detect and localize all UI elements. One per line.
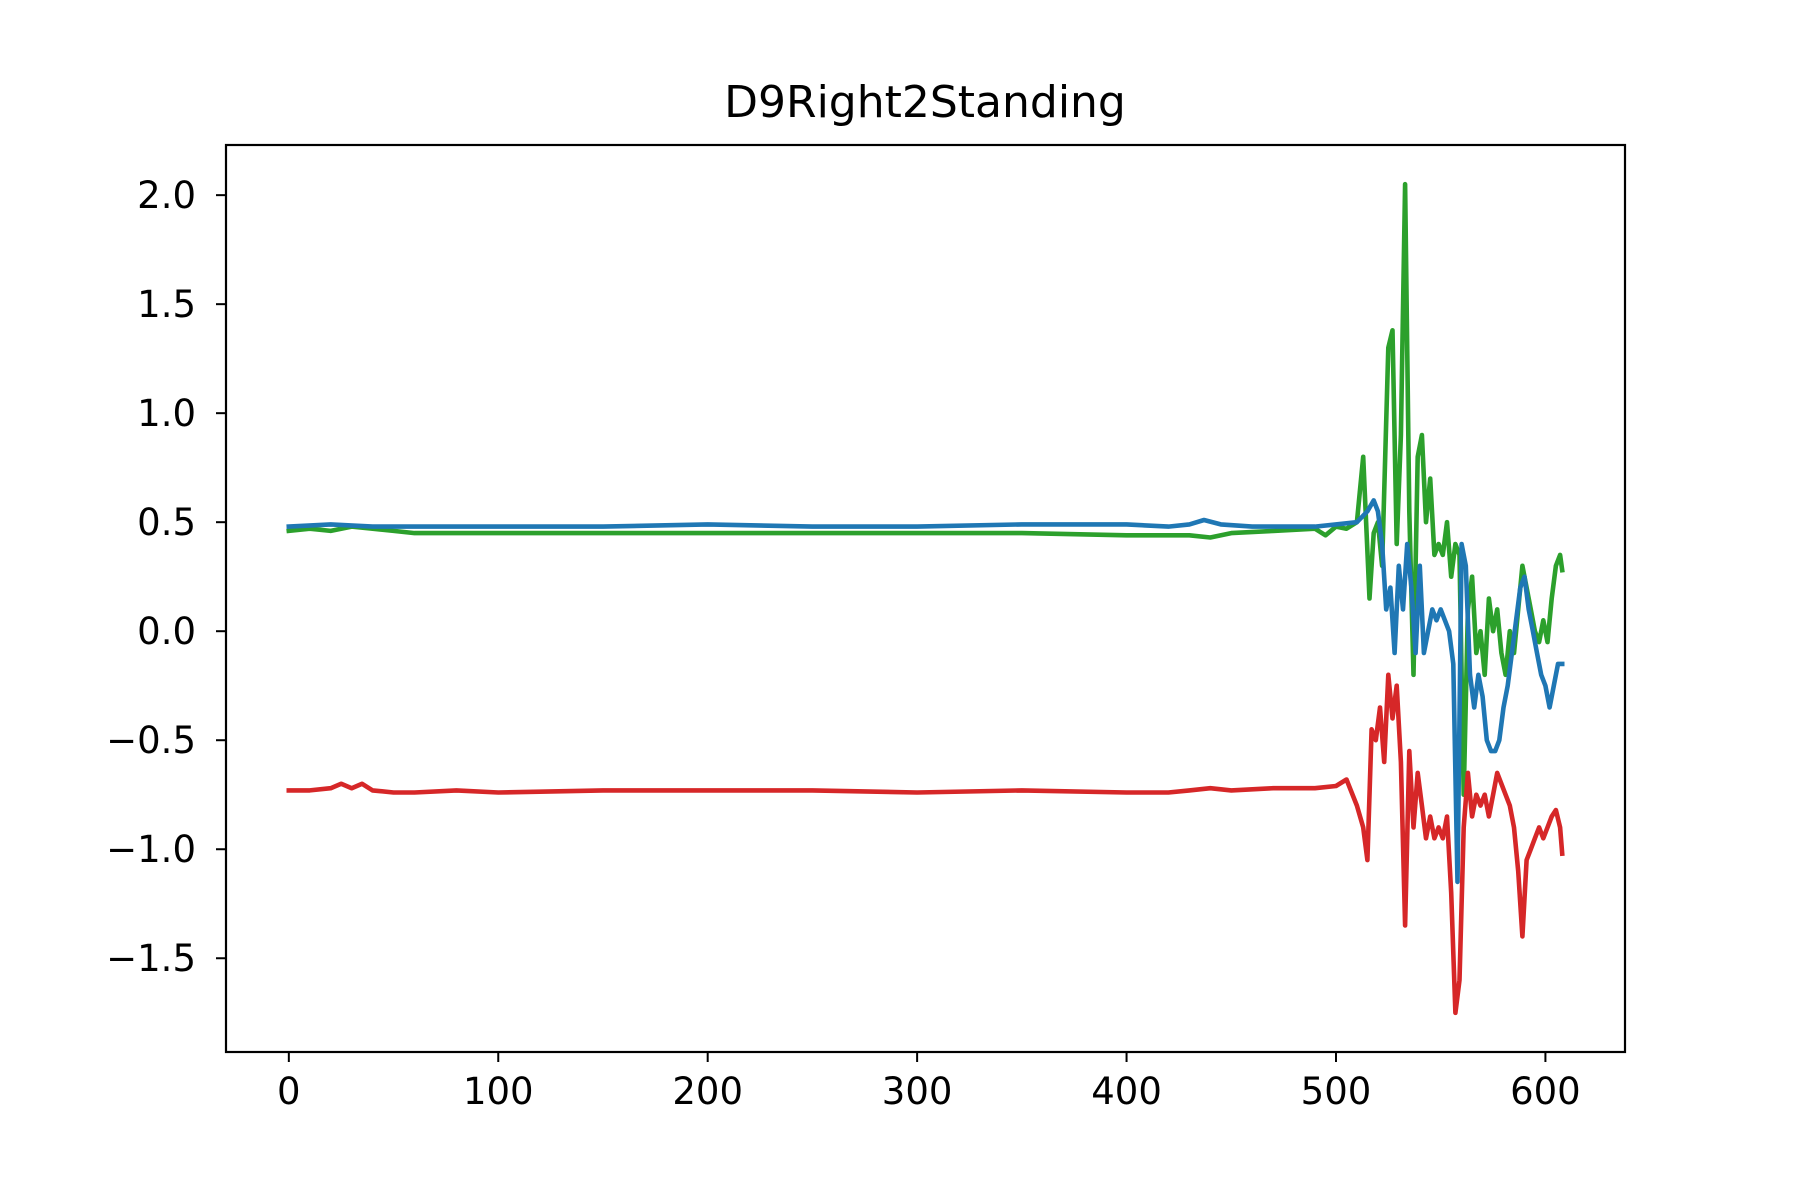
y-tick-label: 0.0 [137,610,196,653]
y-tick-label: 1.5 [137,283,196,326]
chart-title: D9Right2Standing [724,77,1126,128]
plot-series-group [286,181,1565,1016]
x-tick-label: 300 [882,1070,953,1113]
axes-frame [224,143,1627,1054]
y-axis-ticks: 2.0 1.5 1.0 0.5 0.0 −0.5 −1.0 −1.5 [106,174,226,980]
x-tick-label: 400 [1091,1070,1162,1113]
series-line-3 [286,672,1565,1016]
series-line-2 [286,498,1565,885]
x-tick-label: 100 [463,1070,534,1113]
x-tick-label: 500 [1301,1070,1372,1113]
x-tick-label: 600 [1510,1070,1581,1113]
y-tick-label: −1.0 [106,828,196,871]
y-tick-label: 2.0 [137,174,196,217]
y-tick-label: 1.0 [137,392,196,435]
y-tick-label: 0.5 [137,501,196,544]
x-tick-label: 200 [672,1070,743,1113]
y-tick-label: −0.5 [106,719,196,762]
y-tick-label: −1.5 [106,937,196,980]
x-tick-label: 0 [277,1070,301,1113]
x-axis-ticks: 0 100 200 300 400 500 600 [277,1052,1581,1113]
